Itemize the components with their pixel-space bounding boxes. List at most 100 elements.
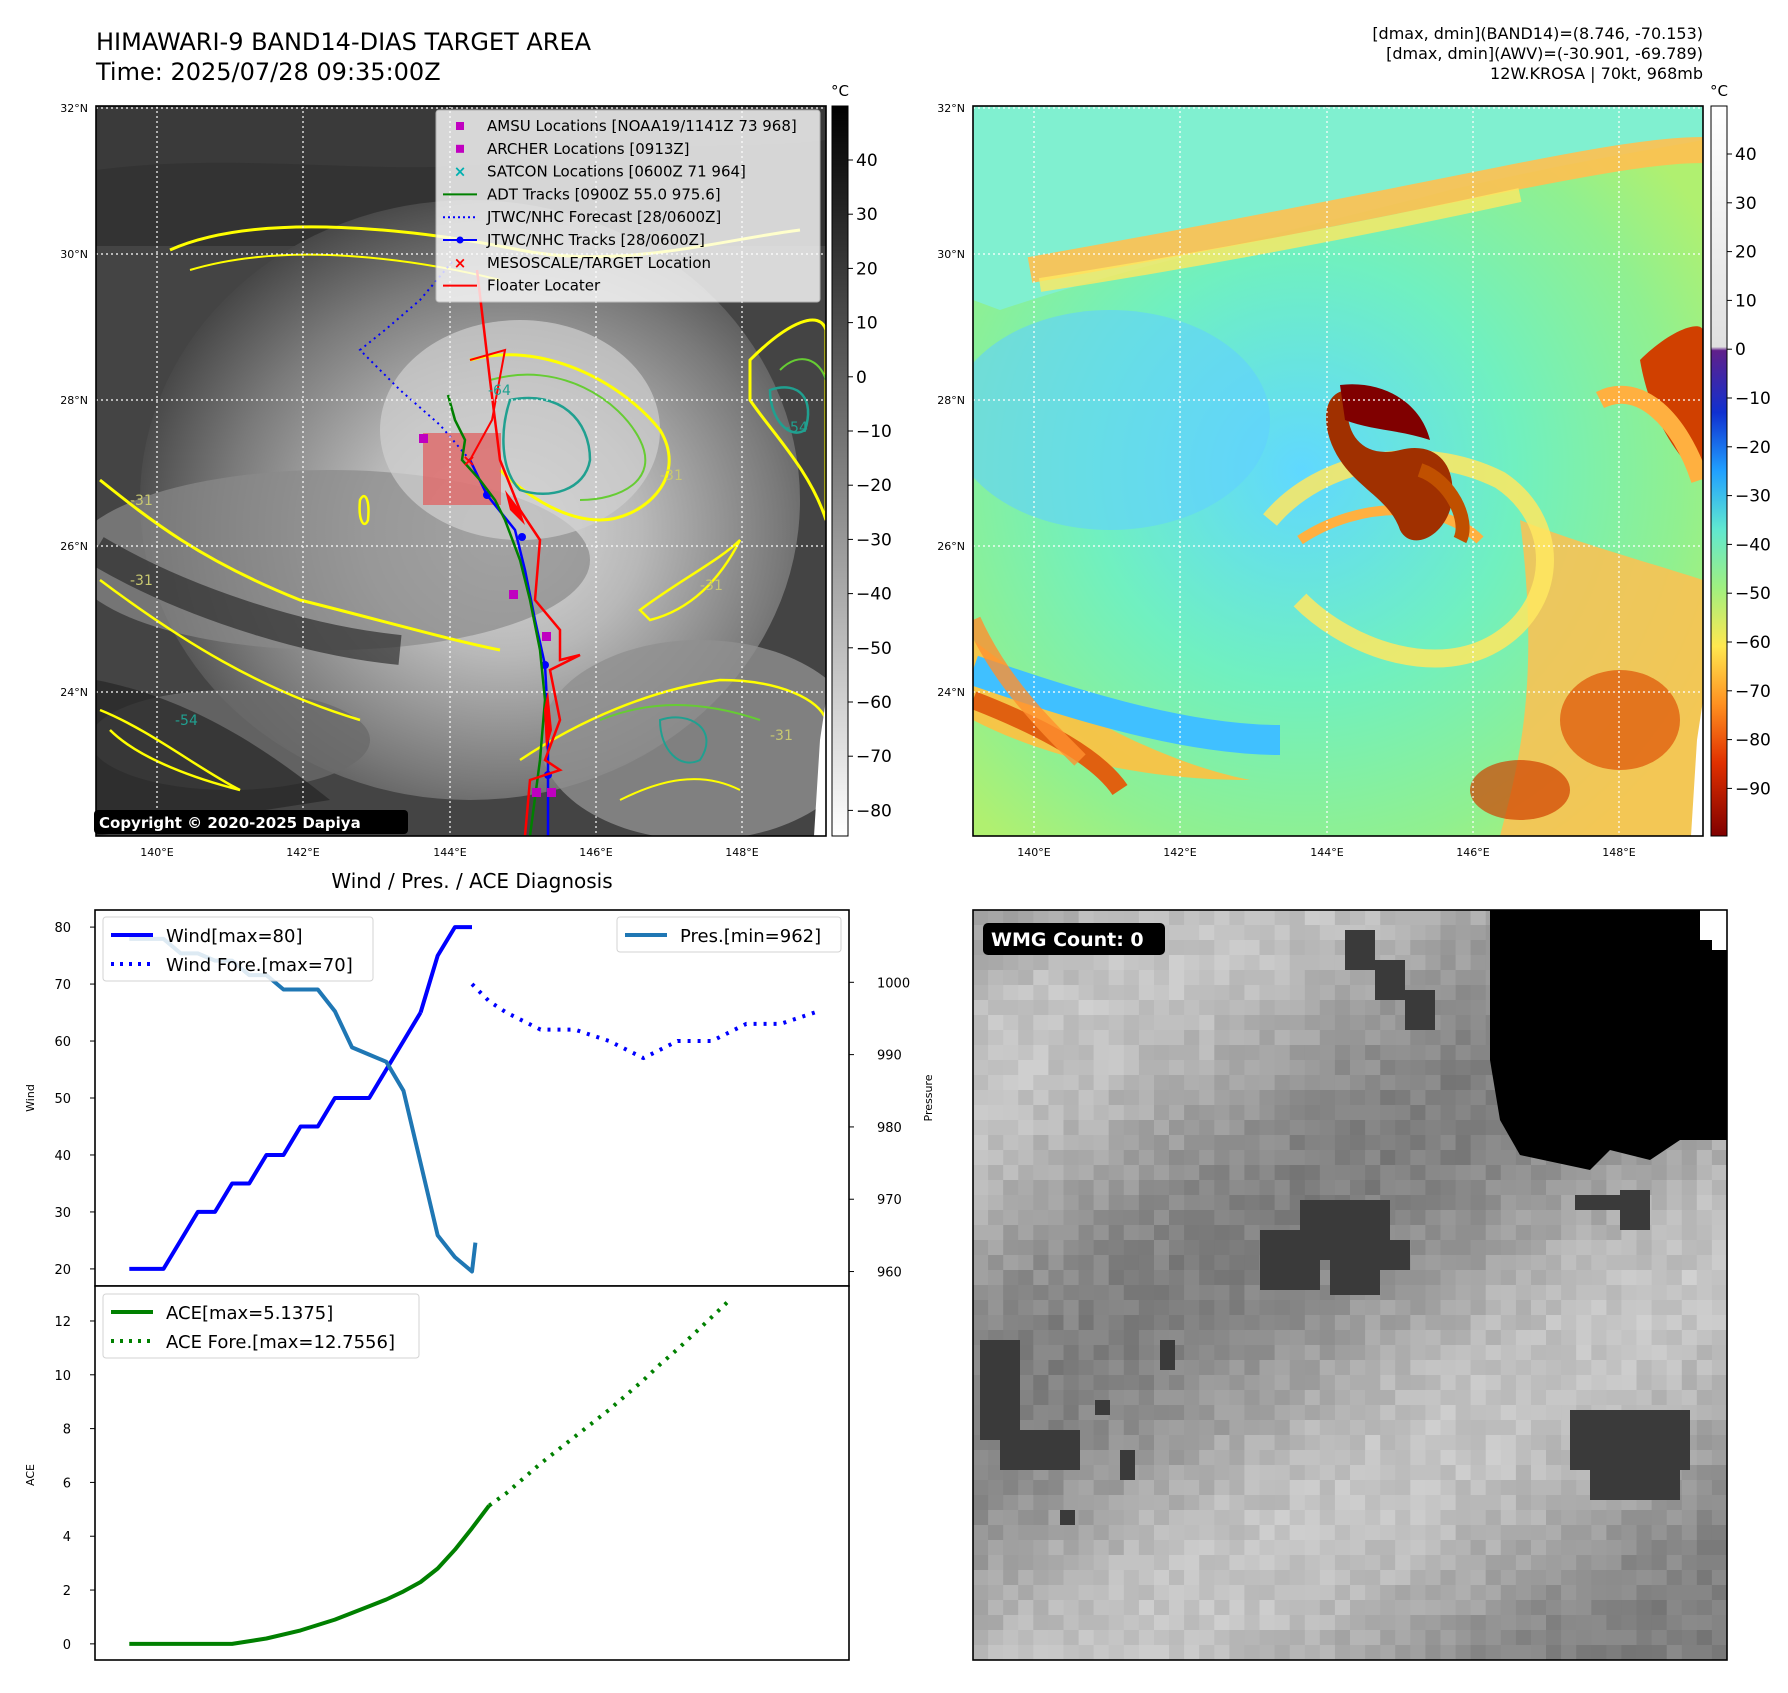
- legend-label: MESOSCALE/TARGET Location: [487, 254, 711, 272]
- floater-locater: [544, 690, 552, 750]
- floater-locater: [475, 269, 581, 836]
- amsu-location: [419, 434, 428, 443]
- yellow-contour: [638, 539, 742, 622]
- yellow-contour: [519, 678, 826, 762]
- pressure-tick-label: 970: [877, 1193, 902, 1208]
- awv-colorbar-tick: −70: [1735, 682, 1771, 702]
- pressure-axis-label: Pressure: [922, 1074, 935, 1121]
- awv-lat-label: 24°N: [937, 686, 965, 699]
- awv-lon-label: 146°E: [1456, 846, 1489, 859]
- ace-tick-label: 6: [63, 1476, 71, 1491]
- ir-lon-label: 146°E: [579, 846, 612, 859]
- jtwc-forecast-track: [358, 261, 471, 461]
- teal-contour: [658, 716, 708, 764]
- legend-label: Floater Locater: [487, 277, 601, 295]
- ace-tick-label: 8: [63, 1423, 71, 1438]
- teal-contour: [502, 396, 592, 495]
- ir-lat-label: 24°N: [60, 686, 88, 699]
- contour-label: -54: [785, 420, 808, 436]
- wind-tick-label: 80: [54, 921, 71, 936]
- ir-colorbar-tick: −10: [856, 422, 892, 442]
- ir-lat-label: 32°N: [60, 102, 88, 115]
- mesoscale-target-marker: ×: [462, 451, 475, 470]
- legend-label: JTWC/NHC Tracks [28/0600Z]: [486, 231, 705, 249]
- awv-lon-label: 144°E: [1310, 846, 1343, 859]
- contour-label: -31: [770, 728, 793, 744]
- wmg-count-box: [983, 923, 1165, 955]
- info-line-1: [dmax, dmin](BAND14)=(8.746, -70.153): [1372, 24, 1703, 43]
- wind-tick-label: 20: [54, 1263, 71, 1278]
- wmg-panel: WMG Count: 0: [972, 909, 1728, 1661]
- ir-colorbar-tick: −80: [856, 801, 892, 821]
- yellow-contour: [619, 778, 741, 801]
- legend-marker: [456, 144, 464, 153]
- info-line-2: [dmax, dmin](AWV)=(-30.901, -69.789): [1386, 44, 1703, 63]
- legend-marker: [456, 236, 464, 244]
- yellow-contour: [99, 708, 241, 792]
- legend-marker: ×: [454, 254, 467, 272]
- yellow-contour: [469, 353, 671, 522]
- pressure-tick-label: 990: [877, 1049, 902, 1064]
- archer-location: [532, 788, 541, 797]
- wind-tick-label: 60: [54, 1035, 71, 1050]
- wind-line: [129, 1011, 423, 1271]
- ir-map-panel: × -64 -54 -31 -31 -31 -31 -31 -54: [94, 105, 827, 837]
- jtwc-track-point: [518, 533, 526, 541]
- ace-axis-label: ACE: [24, 1464, 37, 1486]
- archer-location: [542, 632, 551, 641]
- legend-label: ADT Tracks [0900Z 55.0 975.6]: [487, 185, 721, 203]
- ir-lon-label: 140°E: [140, 846, 173, 859]
- ir-lon-label: 144°E: [433, 846, 466, 859]
- wind-tick-label: 50: [54, 1092, 71, 1107]
- ir-colorbar-tick: 20: [856, 259, 878, 279]
- ir-colorbar-tick: −60: [856, 693, 892, 713]
- archer-location: [547, 788, 556, 797]
- ir-colorbar-tick: −70: [856, 747, 892, 767]
- yellow-contour: [358, 494, 370, 526]
- adt-track: [446, 394, 547, 836]
- ace-tick-label: 12: [54, 1315, 71, 1330]
- wind-forecast-line: [470, 982, 816, 1061]
- wind-legend: Wind[max=80] Wind Fore.[max=70]: [102, 916, 374, 982]
- awv-lon-label: 140°E: [1017, 846, 1050, 859]
- ace-legend-label: ACE[max=5.1375]: [166, 1303, 333, 1324]
- ir-colorbar-unit: °C: [831, 82, 849, 100]
- teal-contour: [768, 386, 810, 434]
- awv-map-panel: [972, 105, 1704, 837]
- green-contour: [599, 704, 761, 721]
- awv-colorbar-tick: −80: [1735, 731, 1771, 751]
- awv-colorbar-tick: −40: [1735, 535, 1771, 555]
- contour-label: -54: [175, 713, 198, 729]
- wind-legend-label: Wind[max=80]: [166, 926, 303, 947]
- info-line-3: 12W.KROSA | 70kt, 968mb: [1490, 64, 1703, 83]
- ir-lat-label: 28°N: [60, 394, 88, 407]
- contour-label: -31: [130, 573, 153, 589]
- legend-label: JTWC/NHC Forecast [28/0600Z]: [486, 208, 721, 226]
- wind-tick-label: 70: [54, 978, 71, 993]
- ir-colorbar-tick: 10: [856, 314, 878, 334]
- ir-colorbar-tick: −50: [856, 639, 892, 659]
- yellow-contour: [99, 578, 361, 722]
- jtwc-track-point: [541, 661, 549, 669]
- awv-colorbar-tick: −20: [1735, 438, 1771, 458]
- pressure-tick-label: 980: [877, 1121, 902, 1136]
- ir-lat-label: 26°N: [60, 540, 88, 553]
- wind-tick-label: 30: [54, 1206, 71, 1221]
- awv-colorbar-tick: 10: [1735, 291, 1757, 311]
- legend-label: ARCHER Locations [0913Z]: [487, 140, 690, 158]
- ir-colorbar-tick: 40: [856, 151, 878, 171]
- green-contour: [779, 358, 826, 381]
- wind-tick-label: 40: [54, 1149, 71, 1164]
- ace-tick-label: 2: [63, 1584, 71, 1599]
- awv-lat-label: 28°N: [937, 394, 965, 407]
- awv-lon-label: 142°E: [1163, 846, 1196, 859]
- floater-locater: [469, 348, 507, 461]
- awv-lon-label: 148°E: [1602, 846, 1635, 859]
- ir-colorbar-tick: −30: [856, 530, 892, 550]
- contour-label: -31: [700, 578, 723, 594]
- legend-marker: ×: [454, 163, 467, 181]
- awv-colorbar-tick: 20: [1735, 243, 1757, 263]
- archer-location: [509, 590, 518, 599]
- ir-colorbar-tick: −20: [856, 476, 892, 496]
- figure-title: HIMAWARI-9 BAND14-DIAS TARGET AREA: [96, 28, 592, 56]
